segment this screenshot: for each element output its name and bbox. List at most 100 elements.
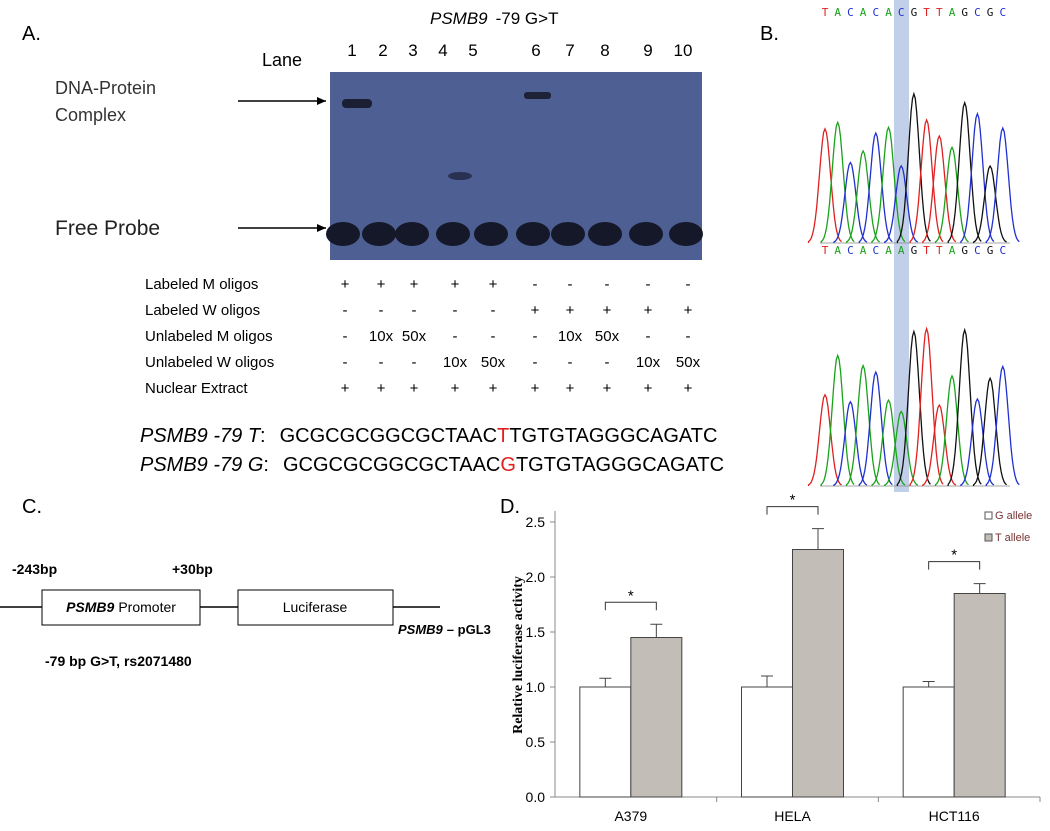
condition-mark: - [686,276,691,293]
bar [630,637,683,798]
trace-peak [871,398,906,486]
base-letter: C [847,244,854,257]
trace-peak [845,149,881,243]
legend-label: G allele [995,510,1032,522]
significance-bracket [604,601,657,611]
probe-band [588,222,622,246]
condition-mark: - [686,328,691,345]
allele: PSMB9 -79 T [140,425,262,447]
condition-mark: - [491,328,496,345]
significance-bracket [928,561,981,570]
lane-number: 5 [468,41,477,60]
y-tick-label: 1.5 [526,624,546,640]
trace-peak [820,353,855,486]
arrow-head [317,97,326,105]
luciferase-box [237,589,394,626]
x-tick-label: HCT116 [929,808,980,824]
base-letter: G [961,244,968,257]
condition-mark: 50x [402,328,427,345]
condition-mark: + [644,302,653,319]
panel-label: C. [22,496,42,518]
lane-number: 7 [565,41,574,60]
bar [902,686,955,798]
word: Promoter [118,599,176,615]
condition-mark: + [451,380,460,397]
significance: * [951,547,957,564]
trace-peak [985,364,1020,486]
base-letter: A [834,244,841,257]
bar [741,686,793,798]
condition-mark: + [451,276,460,293]
gene: PSMB9 [66,599,114,615]
base-letter: A [885,244,892,257]
seq-before: GCGCGCGGCGCTAAC [283,454,500,476]
condition-mark: 10x [636,354,661,371]
legend-label: T allele [995,532,1030,544]
condition-mark: - [533,276,538,293]
condition-mark: + [489,276,498,293]
condition-mark: 50x [481,354,506,371]
condition-mark: + [489,380,498,397]
condition-name: Unlabeled M oligos [145,328,273,345]
x-tick-label: HELA [774,808,811,824]
base-letter: G [911,6,918,19]
trace-peak [896,91,931,243]
base-letter: A [860,244,867,257]
condition-mark: - [533,328,538,345]
condition-mark: + [684,380,693,397]
trace-peak [947,327,982,486]
base-letter: C [999,6,1006,19]
complex-band [524,92,551,99]
promoter-box [41,589,201,626]
probe-band [395,222,429,246]
legend-swatch [984,511,993,520]
condition-mark: + [684,302,693,319]
lane-number: 6 [531,41,540,60]
base-letter: C [898,6,905,19]
suffix: – pGL3 [447,622,491,637]
error-bar [973,583,986,594]
base-letter: A [898,244,905,257]
trace-peak [833,161,868,243]
condition-mark: - [343,328,348,345]
condition-mark: + [377,276,386,293]
condition-mark: + [566,380,575,397]
condition-mark: - [379,354,384,371]
significance-bracket [766,506,819,515]
reporter: Luciferase [283,599,348,615]
faint-band [448,172,472,180]
condition-mark: + [377,380,386,397]
condition-mark: - [568,354,573,371]
trace-peak [985,126,1020,243]
condition-mark: - [379,302,384,319]
condition-mark: + [410,380,419,397]
condition-mark: - [568,276,573,293]
lane-number: 10 [674,41,693,60]
condition-mark: - [453,302,458,319]
bar [953,593,1006,798]
trace-peak [909,118,944,243]
lane-number: 4 [438,41,447,60]
condition-name: Labeled M oligos [145,276,258,293]
seq-before: GCGCGCGGCGCTAAC [280,425,497,447]
condition-name: Unlabeled W oligos [145,354,274,371]
condition-name: Labeled W oligos [145,302,260,319]
probe-band [362,222,396,246]
trace-peak [807,393,842,486]
trace-peak [972,376,1008,486]
trace-peak [960,111,995,243]
trace-peak [922,403,957,486]
complex-band [342,99,372,108]
condition-mark: - [605,276,610,293]
complex-label: Complex [55,105,126,125]
trace-peak [807,127,842,243]
end: +30bp [172,561,213,577]
condition-mark: 50x [595,328,620,345]
y-tick-label: 0.0 [526,789,546,805]
y-tick-label: 2.0 [526,569,546,585]
lane-number: 2 [378,41,387,60]
base-letter: C [974,6,981,19]
error-bar [812,528,824,550]
probe-band [551,222,585,246]
